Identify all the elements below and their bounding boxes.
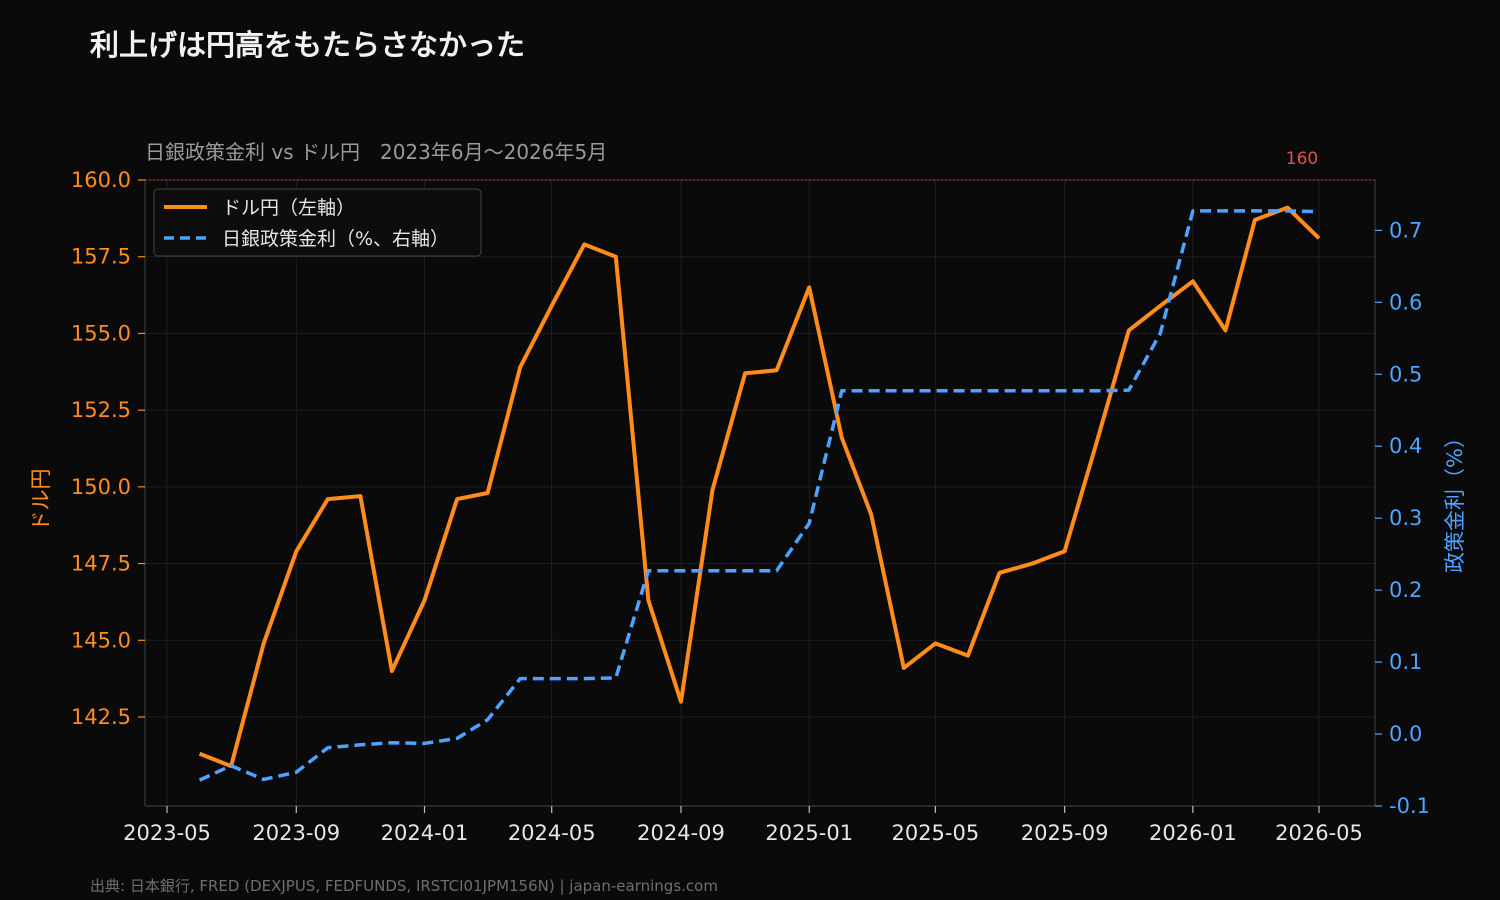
source-note: 出典: 日本銀行, FRED (DEXJPUS, FEDFUNDS, IRSTC… <box>90 877 718 895</box>
right-tick-label: 0.6 <box>1389 290 1422 314</box>
x-tick-label: 2025-01 <box>765 821 853 845</box>
right-tick-label: 0.4 <box>1389 434 1422 458</box>
right-tick-label: 0.0 <box>1389 722 1422 746</box>
chart-subtitle: 日銀政策金利 vs ドル円 2023年6月～2026年5月 <box>145 140 608 164</box>
right-axis-ticks: -0.1 0.0 0.1 0.2 0.3 0.4 0.5 0.6 0.7 <box>1375 218 1430 818</box>
right-tick-label: -0.1 <box>1389 794 1430 818</box>
x-tick-label: 2024-09 <box>637 821 725 845</box>
axes <box>144 180 1376 807</box>
x-tick-label: 2024-05 <box>508 821 596 845</box>
left-tick-label: 152.5 <box>71 398 131 422</box>
chart-title: 利上げは円高をもたらさなかった <box>90 28 526 62</box>
left-tick-label: 160.0 <box>71 168 131 192</box>
left-tick-label: 142.5 <box>71 705 131 729</box>
legend-label: 日銀政策金利（%、右軸） <box>222 228 449 250</box>
x-tick-label: 2023-05 <box>123 821 211 845</box>
left-axis-label: ドル円 <box>29 469 53 532</box>
legend: ドル円（左軸） 日銀政策金利（%、右軸） <box>153 188 482 257</box>
left-tick-label: 145.0 <box>71 628 131 652</box>
reference-line-group: 160 <box>145 149 1375 181</box>
left-tick-label: 155.0 <box>71 321 131 345</box>
right-tick-label: 0.1 <box>1389 650 1422 674</box>
left-axis-ticks: 142.5 145.0 147.5 150.0 152.5 155.0 157.5 160.0 <box>71 168 145 729</box>
x-tick-label: 2023-09 <box>252 821 340 845</box>
grid-lines <box>145 179 1375 806</box>
reference-line-label: 160 <box>1286 149 1318 169</box>
left-tick-label: 147.5 <box>71 552 131 576</box>
x-axis-ticks: 2023-05 2023-09 2024-01 2024-05 2024-09 2025-… <box>123 806 1363 845</box>
right-tick-label: 0.5 <box>1389 362 1422 386</box>
right-tick-label: 0.7 <box>1389 218 1422 242</box>
right-tick-label: 0.3 <box>1389 506 1422 530</box>
usdjpy-line <box>198 205 1321 769</box>
x-tick-label: 2026-01 <box>1149 821 1237 845</box>
legend-label: ドル円（左軸） <box>222 197 355 219</box>
right-axis-label: 政策金利（%） <box>1443 427 1467 573</box>
series-lines <box>198 205 1321 782</box>
left-tick-label: 150.0 <box>71 475 131 499</box>
policy-rate-line <box>198 209 1320 782</box>
legend-box <box>153 188 482 257</box>
x-tick-label: 2026-05 <box>1275 821 1363 845</box>
left-tick-label: 157.5 <box>71 245 131 269</box>
right-tick-label: 0.2 <box>1389 578 1422 602</box>
x-tick-label: 2024-01 <box>381 821 469 845</box>
x-tick-label: 2025-09 <box>1021 821 1109 845</box>
x-tick-label: 2025-05 <box>891 821 979 845</box>
